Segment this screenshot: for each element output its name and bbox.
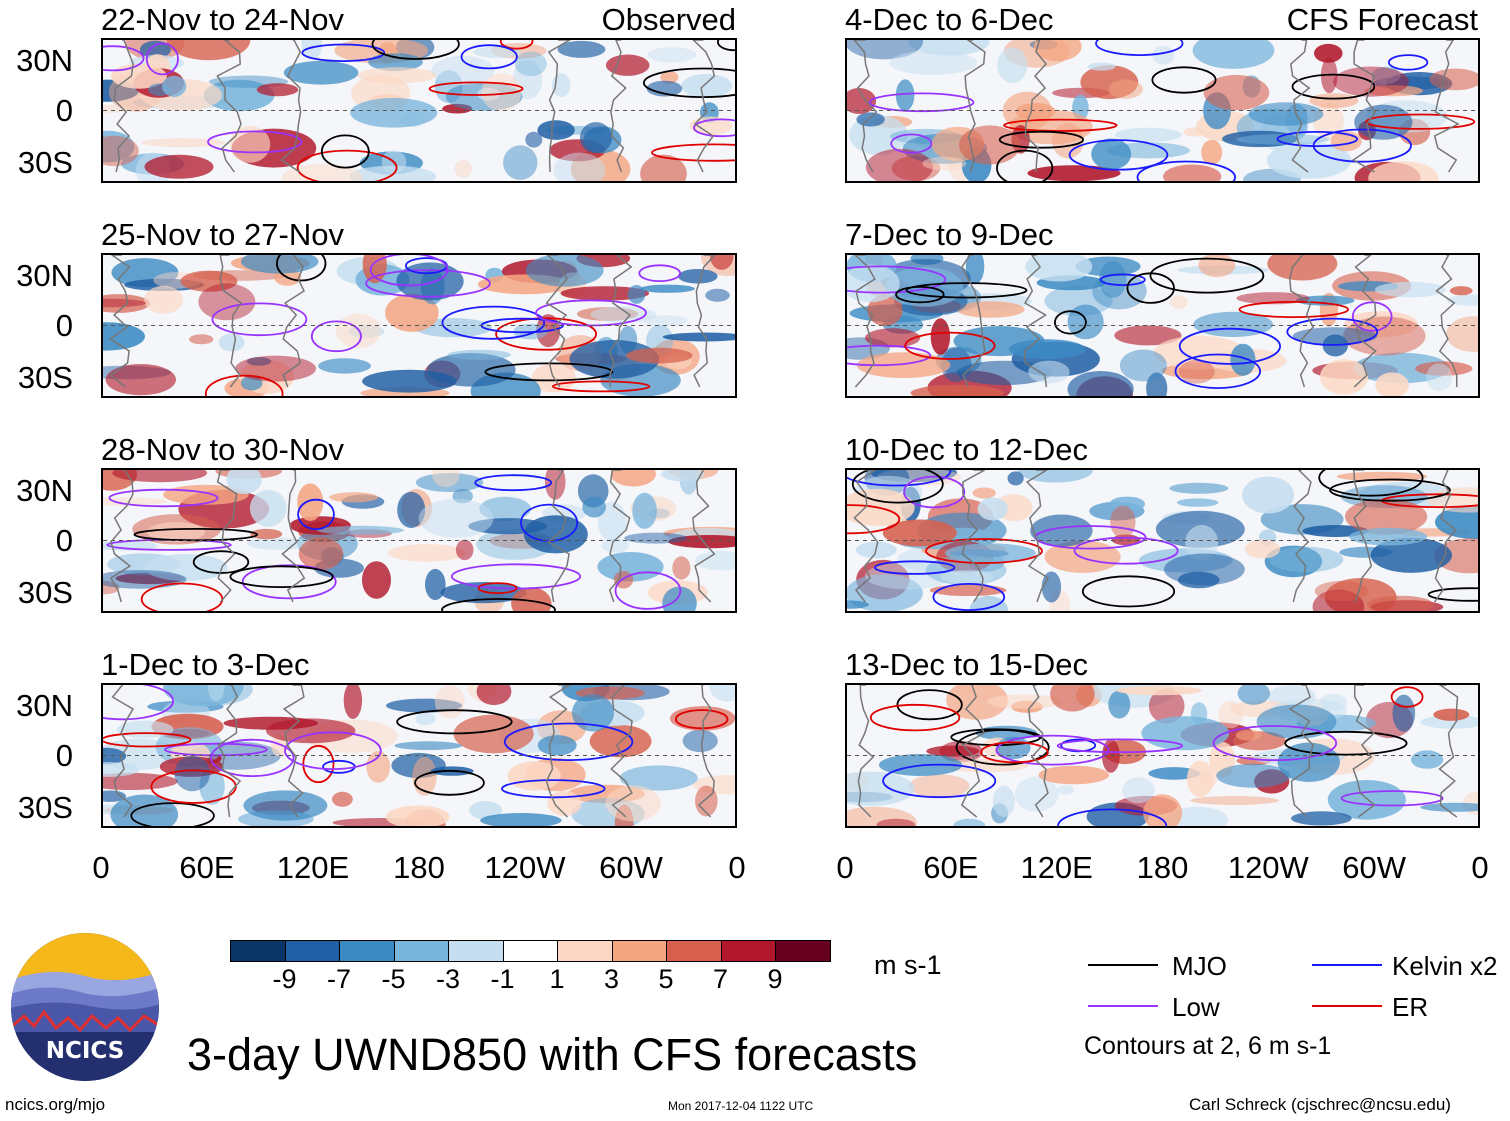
colorbar-label: 9 xyxy=(767,964,783,994)
panel-title: 7-Dec to 9-Dec xyxy=(845,217,1054,252)
y-axis-label: 0 xyxy=(55,738,73,773)
x-axis-label: 0 xyxy=(1471,850,1489,885)
colorbar-swatch xyxy=(448,940,504,962)
x-axis-label: 60E xyxy=(923,850,979,885)
y-axis-label: 30S xyxy=(17,360,73,395)
footer-author: Carl Schreck (cjschrec@ncsu.edu) xyxy=(1189,1095,1451,1114)
colorbar-label: 5 xyxy=(658,964,674,994)
y-axis-label: 30S xyxy=(17,145,73,180)
panel-title: 25-Nov to 27-Nov xyxy=(101,217,344,252)
y-axis-label: 0 xyxy=(55,523,73,558)
x-axis-label: 180 xyxy=(1136,850,1189,885)
map-panel xyxy=(845,468,1480,613)
colorbar-swatch xyxy=(230,940,286,962)
x-axis-label: 180 xyxy=(393,850,445,885)
colorbar-label: -5 xyxy=(381,964,406,994)
y-axis-label: 30N xyxy=(16,473,73,508)
y-axis-label: 0 xyxy=(55,308,73,343)
colorbar-unit: m s-1 xyxy=(874,950,942,980)
panel-title: 10-Dec to 12-Dec xyxy=(845,432,1088,467)
colorbar-swatch xyxy=(502,940,558,962)
panel-title: 13-Dec to 15-Dec xyxy=(845,647,1088,682)
colorbar-label: -1 xyxy=(490,964,515,994)
panel-title: 28-Nov to 30-Nov xyxy=(101,432,344,467)
legend-line-low xyxy=(1088,1005,1158,1007)
colorbar-label: 1 xyxy=(549,964,565,994)
legend-line-er xyxy=(1312,1005,1382,1007)
colorbar-swatch xyxy=(557,940,613,962)
colorbar-swatch xyxy=(611,940,667,962)
x-axis-label: 60E xyxy=(179,850,235,885)
map-panel xyxy=(845,253,1480,398)
colorbar-swatch xyxy=(393,940,449,962)
footer-timestamp: Mon 2017-12-04 1122 UTC xyxy=(668,1099,814,1113)
colorbar-label: -3 xyxy=(435,964,460,994)
map-panel xyxy=(101,468,737,613)
map-panel xyxy=(101,38,737,183)
map-panel xyxy=(101,683,737,828)
y-axis-label: 30N xyxy=(16,43,73,78)
x-axis-label: 120E xyxy=(276,850,350,885)
legend-line-kelvin xyxy=(1312,964,1382,966)
x-axis-label: 0 xyxy=(836,850,854,885)
x-axis-label: 60W xyxy=(1342,850,1407,885)
colorbar-swatch xyxy=(775,940,831,962)
map-field xyxy=(847,470,1478,611)
legend-note: Contours at 2, 6 m s-1 xyxy=(1084,1032,1332,1060)
x-axis-label: 120E xyxy=(1020,850,1093,885)
panel-title: 4-Dec to 6-Dec xyxy=(845,2,1054,37)
map-panel xyxy=(845,38,1480,183)
footer-url[interactable]: ncics.org/mjo xyxy=(5,1095,106,1114)
map-field xyxy=(847,685,1478,826)
x-axis-label: 0 xyxy=(728,850,746,885)
ncics-logo: NCICS xyxy=(10,932,160,1082)
main-title: 3-day UWND850 with CFS forecasts xyxy=(187,1029,918,1080)
x-axis-label: 120W xyxy=(1227,850,1309,885)
x-axis-label: 60W xyxy=(599,850,663,885)
map-panel xyxy=(845,683,1480,828)
y-axis-label: 0 xyxy=(55,93,73,128)
logo-text: NCICS xyxy=(46,1038,125,1064)
legend-label-low: Low xyxy=(1172,992,1220,1022)
colorbar-label: -9 xyxy=(272,964,297,994)
colorbar-swatch xyxy=(720,940,776,962)
colorbar-swatch xyxy=(284,940,340,962)
x-axis-label: 120W xyxy=(484,850,566,885)
colorbar-label: 3 xyxy=(603,964,620,994)
panel-title: 22-Nov to 24-Nov xyxy=(101,2,344,37)
map-field xyxy=(847,255,1478,396)
map-panel xyxy=(101,253,737,398)
y-axis-label: 30N xyxy=(16,258,73,293)
map-field xyxy=(103,40,735,181)
legend-line-mjo xyxy=(1088,964,1158,966)
colorbar-swatch xyxy=(339,940,395,962)
y-axis-label: 30N xyxy=(16,688,73,723)
colorbar-label: -7 xyxy=(326,964,351,994)
panel-title: 1-Dec to 3-Dec xyxy=(101,647,310,682)
colorbar-swatch xyxy=(666,940,722,962)
y-axis-label: 30S xyxy=(17,790,73,825)
legend-label-mjo: MJO xyxy=(1172,951,1227,981)
map-field xyxy=(103,470,735,611)
panel-label: CFS Forecast xyxy=(1286,2,1478,37)
legend-label-kelvin: Kelvin x2 xyxy=(1392,951,1498,981)
x-axis-label: 0 xyxy=(92,850,110,885)
map-field xyxy=(103,685,735,826)
map-field xyxy=(103,255,735,396)
panel-label: Observed xyxy=(601,2,736,37)
y-axis-label: 30S xyxy=(17,575,73,610)
map-field xyxy=(847,40,1478,181)
colorbar-label: 7 xyxy=(712,964,729,994)
legend-label-er: ER xyxy=(1392,992,1429,1022)
